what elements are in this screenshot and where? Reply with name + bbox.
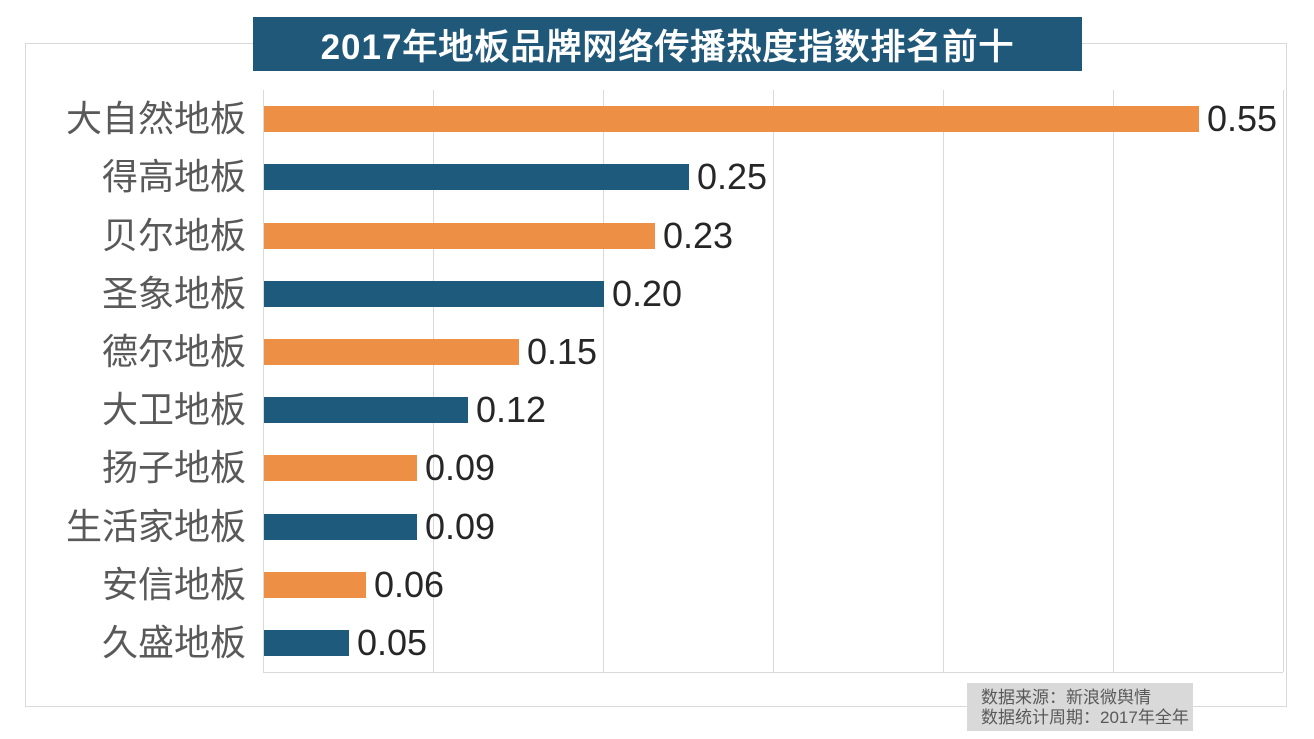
value-label: 0.05 (357, 621, 428, 663)
gridline (263, 90, 264, 672)
gridline (773, 90, 774, 672)
category-label: 久盛地板 (101, 621, 246, 663)
value-label: 0.20 (612, 272, 683, 314)
bar-track: 0.09 (264, 439, 1284, 497)
value-label: 0.15 (527, 330, 598, 372)
category-label: 圣象地板 (101, 272, 246, 314)
bar-row: 大自然地板 0.55 (25, 90, 1284, 148)
bar-row: 圣象地板 0.20 (25, 265, 1284, 323)
value-label: 0.55 (1207, 98, 1278, 140)
bar-track: 0.15 (264, 323, 1284, 381)
source-note: 数据来源：新浪微舆情 数据统计周期：2017年全年 (967, 683, 1193, 731)
bar (264, 571, 366, 598)
bar-row: 德尔地板 0.15 (25, 323, 1284, 381)
value-label: 0.09 (425, 505, 496, 547)
bar-row: 久盛地板 0.05 (25, 614, 1284, 672)
bar-track: 0.25 (264, 148, 1284, 206)
value-label: 0.25 (697, 156, 768, 198)
category-label: 安信地板 (101, 563, 246, 605)
value-label: 0.23 (663, 214, 734, 256)
bar-row: 贝尔地板 0.23 (25, 206, 1284, 264)
bar-track: 0.20 (264, 265, 1284, 323)
value-label: 0.12 (476, 389, 547, 431)
bar-row: 生活家地板 0.09 (25, 497, 1284, 555)
bar (264, 629, 349, 656)
bar-track: 0.05 (264, 614, 1284, 672)
bar-track: 0.12 (264, 381, 1284, 439)
source-line-2: 数据统计周期：2017年全年 (981, 708, 1189, 727)
bar-rows: 大自然地板 0.55 得高地板 0.25 贝尔地板 0.23 圣象地板 0.20 德尔地板 0.1… (25, 90, 1284, 672)
category-label: 贝尔地板 (101, 214, 246, 256)
bar (264, 397, 468, 424)
bar-track: 0.23 (264, 206, 1284, 264)
bar-track: 0.06 (264, 556, 1284, 614)
category-label: 大自然地板 (65, 98, 246, 140)
bar-row: 安信地板 0.06 (25, 556, 1284, 614)
bar (264, 338, 519, 365)
bar-row: 扬子地板 0.09 (25, 439, 1284, 497)
chart-title: 2017年地板品牌网络传播热度指数排名前十 (253, 17, 1082, 71)
gridline (1113, 90, 1114, 672)
gridlines (263, 90, 1284, 673)
bar-track: 0.09 (264, 497, 1284, 555)
gridline (943, 90, 944, 672)
bar (264, 455, 417, 482)
bar-row: 得高地板 0.25 (25, 148, 1284, 206)
bar (264, 513, 417, 540)
source-line-1: 数据来源：新浪微舆情 (981, 688, 1151, 707)
category-label: 扬子地板 (101, 447, 246, 489)
bar-row: 大卫地板 0.12 (25, 381, 1284, 439)
bar-track: 0.55 (264, 90, 1284, 148)
gridline (433, 90, 434, 672)
gridline (603, 90, 604, 672)
bar (264, 280, 604, 307)
category-label: 大卫地板 (101, 389, 246, 431)
value-label: 0.06 (374, 563, 445, 605)
bar (264, 106, 1199, 133)
bar (264, 222, 655, 249)
category-label: 生活家地板 (65, 505, 246, 547)
gridline (1283, 90, 1284, 672)
value-label: 0.09 (425, 447, 496, 489)
bar (264, 164, 689, 191)
category-label: 得高地板 (101, 156, 246, 198)
category-label: 德尔地板 (101, 330, 246, 372)
